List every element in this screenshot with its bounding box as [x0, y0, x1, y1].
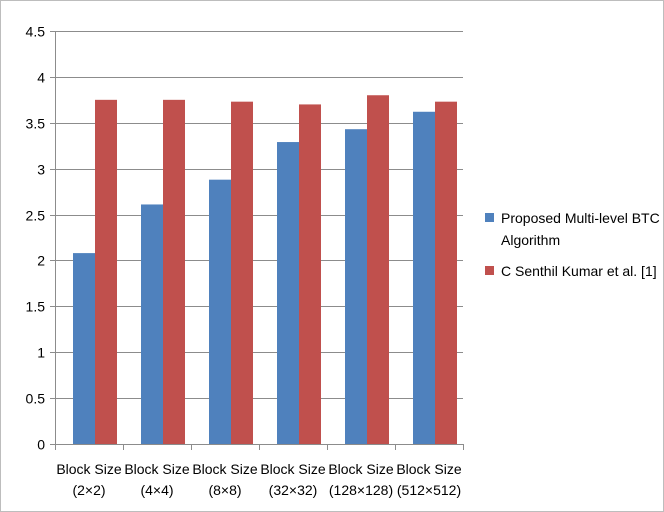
bar-senthil-kumar — [367, 95, 389, 444]
legend-swatch-proposed — [485, 213, 494, 222]
bar-proposed — [141, 204, 163, 444]
legend: Proposed Multi-level BTC Algorithm C Senth… — [485, 210, 660, 279]
bar-senthil-kumar — [163, 99, 185, 444]
bar-senthil-kumar — [231, 101, 253, 445]
y-tick-label: 0 — [37, 437, 45, 453]
x-tick-label: (32×32) — [269, 482, 318, 498]
bar-proposed — [413, 111, 435, 445]
y-tick-label: 4 — [37, 70, 45, 86]
bar-proposed — [345, 129, 367, 445]
y-tick-label: 3.5 — [26, 116, 46, 132]
x-tick-label: (4×4) — [140, 482, 173, 498]
bar-senthil-kumar — [95, 99, 117, 444]
x-tick-label: Block Size — [56, 461, 122, 477]
x-tick-label: Block Size — [328, 461, 394, 477]
bars — [73, 95, 457, 445]
bar-senthil-kumar — [299, 104, 321, 444]
x-tick-label: (512×512) — [397, 482, 461, 498]
x-tick-label: Block Size — [396, 461, 462, 477]
bar-senthil-kumar — [435, 101, 457, 445]
bar-proposed — [73, 253, 95, 444]
y-tick-label: 1 — [37, 345, 45, 361]
legend-label-proposed: Algorithm — [501, 232, 560, 248]
axes — [50, 31, 464, 450]
y-tick-label: 2 — [37, 253, 45, 269]
x-tick-label: Block Size — [124, 461, 190, 477]
bar-proposed — [277, 142, 299, 444]
legend-swatch-senthil-kumar — [485, 266, 494, 275]
y-tick-label: 1.5 — [26, 299, 46, 315]
x-tick-label: (2×2) — [72, 482, 105, 498]
y-tick-label: 4.5 — [26, 24, 46, 40]
bar-proposed — [209, 179, 231, 444]
x-tick-label: (8×8) — [208, 482, 241, 498]
y-tick-label: 2.5 — [26, 208, 46, 224]
x-tick-label: (128×128) — [329, 482, 393, 498]
y-tick-label: 3 — [37, 162, 45, 178]
legend-label-proposed: Proposed Multi-level BTC — [501, 210, 660, 226]
x-tick-label: Block Size — [192, 461, 258, 477]
y-tick-label: 0.5 — [26, 391, 46, 407]
tick-labels: 0 0.5 1 1.5 2 2.5 3 3.5 4 4.5 Block Size (2×2) Block… — [26, 24, 462, 499]
x-tick-label: Block Size — [260, 461, 326, 477]
legend-label-senthil-kumar: C Senthil Kumar et al. [1] — [501, 263, 657, 279]
gridlines — [55, 31, 463, 399]
